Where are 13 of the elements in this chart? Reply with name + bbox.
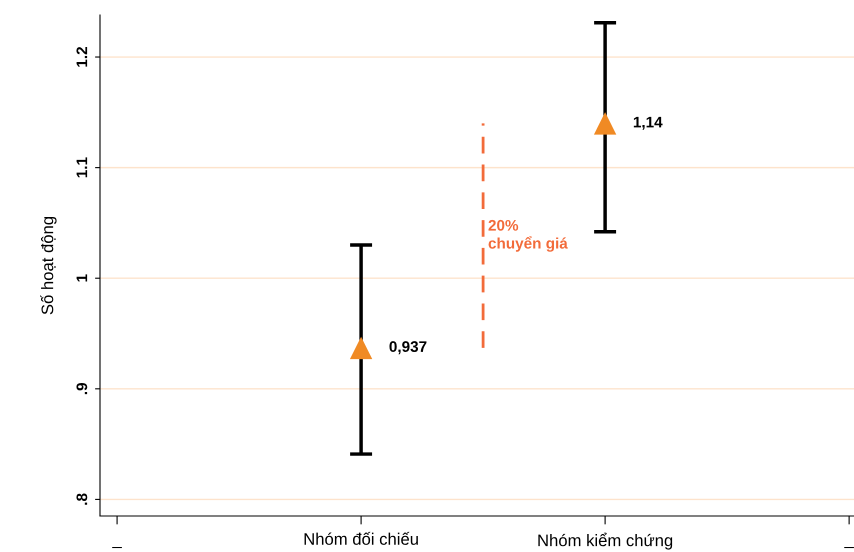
x-tick-label: Nhóm đối chiếu: [304, 532, 418, 545]
x-tick-label: _: [844, 547, 854, 548]
data-label: 0,937: [389, 341, 426, 354]
y-tick-label: 1: [76, 274, 88, 282]
data-label: 1,14: [634, 116, 663, 130]
y-tick-label: 1.2: [76, 47, 88, 67]
annotation: 20% chuyển giá: [488, 220, 568, 252]
y-tick-label: .9: [76, 383, 88, 394]
y-axis-title: Số hoạt động: [40, 216, 57, 314]
x-tick-label: Nhóm kiểm chứng: [538, 532, 672, 550]
x-tick-label: _: [112, 547, 122, 548]
y-tick-label: .8: [76, 494, 88, 505]
y-tick-label: 1.1: [76, 157, 88, 178]
